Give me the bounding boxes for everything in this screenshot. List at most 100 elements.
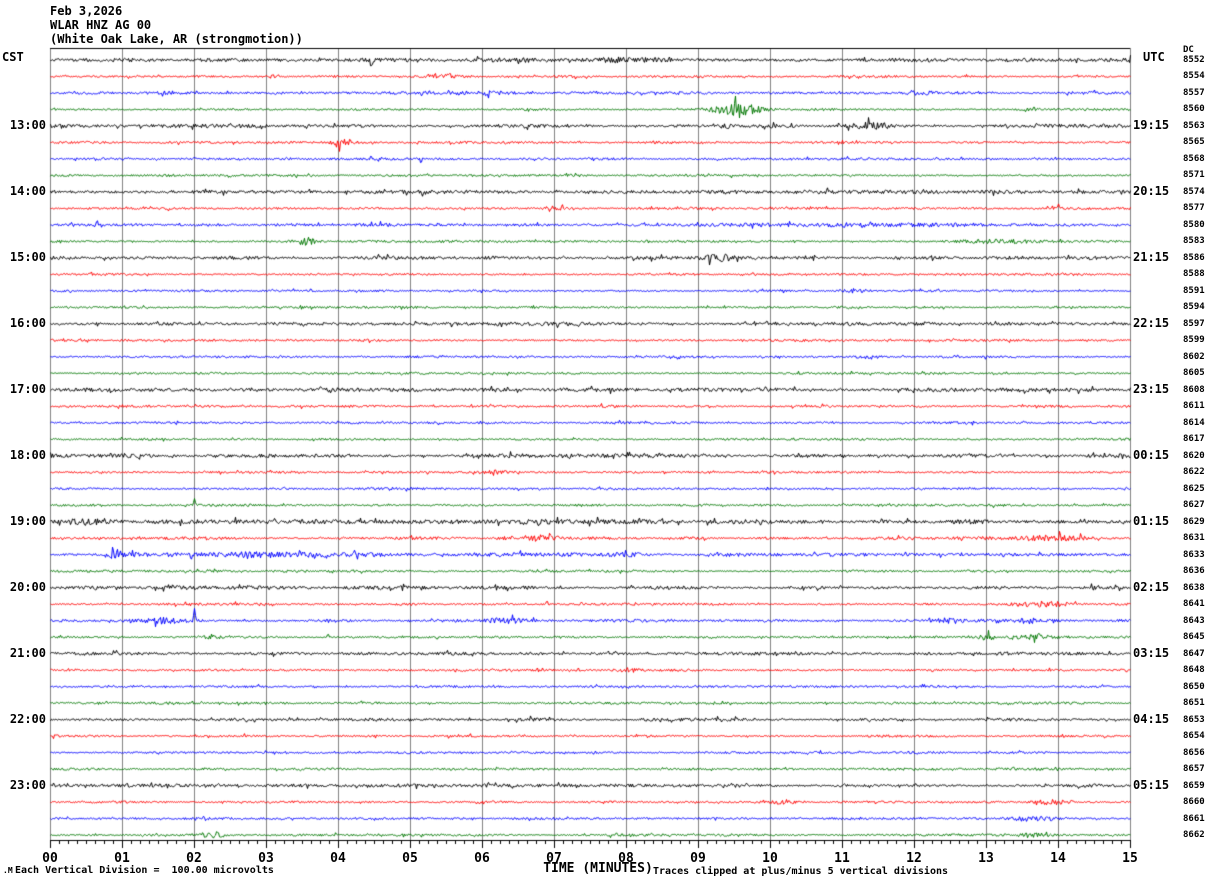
- left-hour-labels: 13:00 14:00 15:00 16:00 17:00 18:00 19:00 20:00…: [0, 0, 48, 886]
- title-station: WLAR HNZ AG 00: [50, 18, 152, 32]
- x-tick-label: 02: [186, 851, 202, 866]
- trace-row-number: 8636: [1183, 566, 1205, 577]
- corner-mark: .M: [3, 866, 13, 875]
- trace-row-number: 8605: [1183, 368, 1205, 379]
- trace-row-number: 8602: [1183, 351, 1205, 362]
- utc-label: UTC: [1143, 50, 1165, 64]
- left-hour-label: 13:00: [9, 117, 46, 132]
- utc-hour-label: 21:15: [1133, 249, 1170, 264]
- utc-hour-label: 00:15: [1133, 447, 1170, 462]
- trace-row-number: 8641: [1183, 599, 1205, 610]
- x-tick-label: 03: [258, 851, 274, 866]
- clip-note: Traces clipped at plus/minus 5 vertical …: [653, 866, 949, 877]
- trace-row-number: 8554: [1183, 71, 1205, 82]
- trace-row-number: 8580: [1183, 219, 1205, 230]
- x-tick-label: 14: [1050, 851, 1066, 866]
- trace-row-number: 8656: [1183, 747, 1205, 758]
- utc-hour-label: 05:15: [1133, 777, 1170, 792]
- left-hour-label: 15:00: [9, 249, 46, 264]
- trace-row-number: 8557: [1183, 87, 1205, 98]
- x-tick-label: 05: [402, 851, 418, 866]
- trace-row-number: 8574: [1183, 186, 1205, 197]
- x-tick-label: 01: [114, 851, 130, 866]
- trace-row-number: 8661: [1183, 813, 1205, 824]
- left-hour-label: 17:00: [9, 381, 46, 396]
- trace-row-number: 8622: [1183, 467, 1205, 478]
- x-axis-labels: 00 01 02 03 04 05 06 07 08 09 10 11 12 13 14 15: [0, 851, 1210, 867]
- trace-row-number: 8614: [1183, 417, 1205, 428]
- x-tick-label: 10: [762, 851, 778, 866]
- trace-row-number: 8657: [1183, 764, 1205, 775]
- trace-row-number: 8629: [1183, 516, 1205, 527]
- trace-row-number: 8617: [1183, 434, 1205, 445]
- trace-row-number: 8599: [1183, 335, 1205, 346]
- left-hour-label: 18:00: [9, 447, 46, 462]
- x-tick-label: 15: [1122, 851, 1138, 866]
- trace-row-number: 8552: [1183, 55, 1205, 65]
- trace-row-number: 8597: [1183, 318, 1205, 329]
- trace-row-number: 8653: [1183, 714, 1205, 725]
- x-tick-label: 09: [690, 851, 706, 866]
- trace-row-number: 8583: [1183, 236, 1205, 247]
- dc-label: DC: [1183, 45, 1194, 55]
- x-tick-label: 12: [906, 851, 922, 866]
- trace-row-number: 8577: [1183, 203, 1205, 214]
- trace-row-number: 8571: [1183, 170, 1205, 181]
- trace-row-number: 8586: [1183, 252, 1205, 263]
- left-hour-label: 21:00: [9, 645, 46, 660]
- x-tick-label: 11: [834, 851, 850, 866]
- trace-row-numbers: 8552 8554 8557 8560 8563 8565 8568 8571 8574 8577…: [1183, 0, 1210, 886]
- right-hour-labels: 19:15 20:15 21:15 22:15 23:15 00:15 01:15 02:15…: [1133, 0, 1179, 886]
- trace-row-number: 8620: [1183, 450, 1205, 461]
- left-hour-label: 20:00: [9, 579, 46, 594]
- left-hour-label: 16:00: [9, 315, 46, 330]
- trace-row-number: 8563: [1183, 120, 1205, 131]
- trace-row-number: 8645: [1183, 632, 1205, 643]
- trace-row-number: 8662: [1183, 830, 1205, 841]
- left-hour-label: 19:00: [9, 513, 46, 528]
- utc-hour-label: 02:15: [1133, 579, 1170, 594]
- x-tick-label: 08: [618, 851, 634, 866]
- trace-row-number: 8588: [1183, 269, 1205, 280]
- utc-hour-label: 01:15: [1133, 513, 1170, 528]
- x-tick-label: 13: [978, 851, 994, 866]
- trace-row-number: 8650: [1183, 681, 1205, 692]
- x-tick-label: 00: [42, 851, 58, 866]
- title-date: Feb 3,2026: [50, 4, 123, 18]
- x-tick-label: 07: [546, 851, 562, 866]
- x-axis-title: TIME (MINUTES): [543, 861, 653, 876]
- trace-row-number: 8659: [1183, 780, 1205, 791]
- left-hour-label: 23:00: [9, 777, 46, 792]
- trace-row-number: 8565: [1183, 137, 1205, 148]
- trace-row-number: 8611: [1183, 401, 1205, 412]
- utc-hour-label: 20:15: [1133, 183, 1170, 198]
- trace-row-number: 8608: [1183, 384, 1205, 395]
- x-tick-label: 06: [474, 851, 490, 866]
- title-location: (White Oak Lake, AR (strongmotion)): [50, 32, 303, 46]
- trace-row-number: 8625: [1183, 483, 1205, 494]
- trace-row-number: 8647: [1183, 648, 1205, 659]
- utc-hour-label: 03:15: [1133, 645, 1170, 660]
- left-hour-label: 22:00: [9, 711, 46, 726]
- trace-row-number: 8638: [1183, 582, 1205, 593]
- trace-row-number: 8594: [1183, 302, 1205, 313]
- cst-label: CST: [2, 50, 24, 64]
- utc-hour-label: 04:15: [1133, 711, 1170, 726]
- utc-hour-label: 23:15: [1133, 381, 1170, 396]
- trace-row-number: 8627: [1183, 500, 1205, 511]
- trace-row-number: 8568: [1183, 153, 1205, 164]
- trace-row-number: 8654: [1183, 731, 1205, 742]
- trace-row-number: 8660: [1183, 797, 1205, 808]
- trace-row-number: 8560: [1183, 104, 1205, 115]
- trace-row-number: 8648: [1183, 665, 1205, 676]
- trace-row-number: 8591: [1183, 285, 1205, 296]
- utc-hour-label: 19:15: [1133, 117, 1170, 132]
- trace-row-number: 8631: [1183, 533, 1205, 544]
- utc-hour-label: 22:15: [1133, 315, 1170, 330]
- trace-row-number: 8651: [1183, 698, 1205, 709]
- x-tick-label: 04: [330, 851, 346, 866]
- scale-note: Each Vertical Division = 100.00 microvol…: [15, 865, 274, 876]
- trace-row-number: 8633: [1183, 549, 1205, 560]
